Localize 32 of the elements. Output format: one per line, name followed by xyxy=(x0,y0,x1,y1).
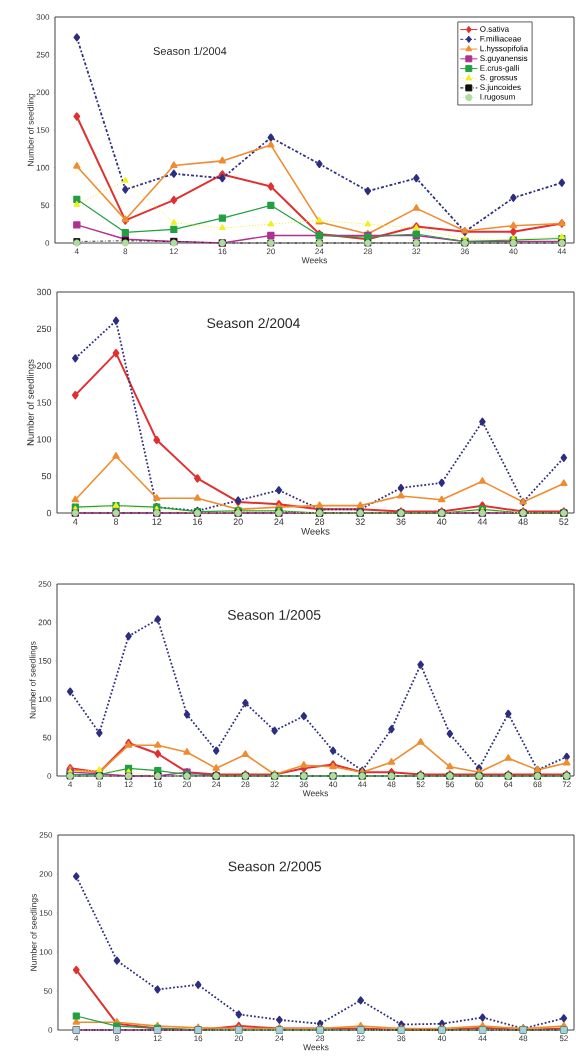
y-axis-title: Number of seedling xyxy=(27,93,36,167)
x-tick-label: 52 xyxy=(559,518,569,525)
x-axis-title: Weeks xyxy=(301,257,328,264)
y-axis-title: Number of seedlings xyxy=(26,359,36,446)
x-tick-label: 36 xyxy=(396,518,406,525)
x-tick-label: 8 xyxy=(113,518,119,525)
text: Season 2/2005 xyxy=(228,861,322,872)
x-tick-label: 44 xyxy=(477,518,488,525)
x-tick-label: 48 xyxy=(518,518,528,525)
x-tick-label: 16 xyxy=(193,518,203,525)
x-tick-label: 24 xyxy=(274,518,284,525)
x-tick-label: 4 xyxy=(73,518,78,525)
x-tick-label: 12 xyxy=(152,518,162,525)
y-tick-label: 150 xyxy=(37,399,52,406)
y-axis-title: Number of seedlings xyxy=(29,641,38,719)
y-tick-label: 100 xyxy=(37,436,52,443)
x-tick-label: 28 xyxy=(315,518,325,525)
y-tick-label: 200 xyxy=(36,362,52,369)
y-axis-title: Number of seedlings xyxy=(30,894,39,971)
y-tick-label: 300 xyxy=(36,288,52,296)
y-tick-label: 0 xyxy=(46,509,52,517)
x-axis-title: Weeks xyxy=(301,527,330,535)
text: Season 1/2005 xyxy=(227,609,321,620)
x-tick-label: 40 xyxy=(436,518,447,525)
x-axis-title: Weeks xyxy=(302,790,329,797)
x-tick-label: 32 xyxy=(355,518,365,525)
x-axis-title: Weeks xyxy=(303,1044,329,1051)
text: Season 2/2004 xyxy=(207,317,300,329)
x-tick-label: 20 xyxy=(233,518,243,525)
y-tick-label: 250 xyxy=(36,325,52,333)
y-tick-label: 50 xyxy=(41,473,52,480)
text: Season 1/2004 xyxy=(153,46,227,55)
